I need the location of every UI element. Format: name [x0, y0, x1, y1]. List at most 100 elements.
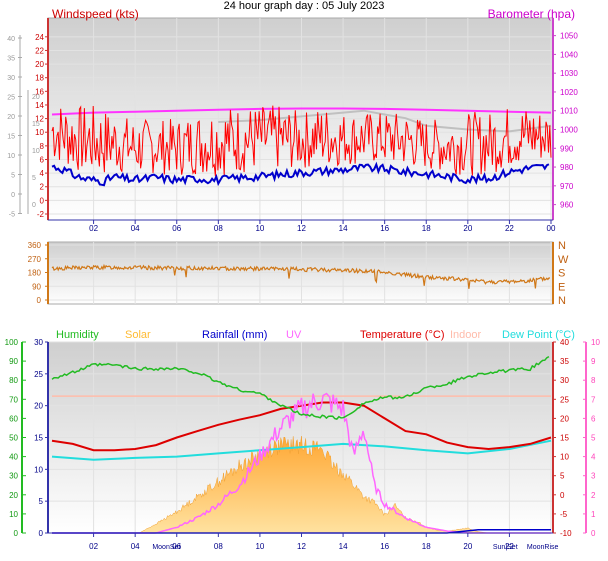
tick-label: 100	[5, 338, 19, 347]
x-tick-label: 16	[380, 224, 389, 233]
x-tick-label: 06	[172, 224, 181, 233]
compass-label: S	[558, 268, 565, 280]
tick-label: 1050	[560, 32, 578, 41]
tick-label: 20	[34, 402, 43, 411]
tick-label: 15	[560, 434, 569, 443]
tick-label: 10	[560, 453, 569, 462]
tick-label: 1000	[560, 126, 578, 135]
tick-label: 6	[591, 414, 596, 423]
legend-entry: Humidity	[56, 329, 99, 341]
tick-label: 0	[560, 491, 565, 500]
tick-label: 9	[591, 357, 596, 366]
tick-label: 5	[591, 434, 596, 443]
tick-label: 1	[591, 510, 596, 519]
tick-label: 22	[35, 46, 44, 55]
tick-label: 960	[560, 201, 574, 210]
humidity-axis: 1009080706050403020100	[5, 338, 26, 538]
tick-label: 1040	[560, 50, 578, 59]
tick-label: 10	[32, 148, 40, 155]
windspeed-label: Windspeed (kts)	[52, 7, 139, 21]
compass-label: W	[558, 254, 569, 266]
tick-label: 60	[9, 414, 18, 423]
x-tick-label: 00	[547, 224, 556, 233]
barometer-axis: 105010401030102010101000990980970960	[553, 18, 578, 220]
tick-label: 35	[560, 357, 569, 366]
x-tick-label: 08	[214, 224, 223, 233]
x-tick-label: 02	[89, 224, 98, 233]
tick-label: 970	[560, 182, 574, 191]
x-tick-label: 18	[422, 542, 431, 551]
tick-label: 5	[39, 497, 44, 506]
tick-label: 6	[40, 155, 45, 164]
tick-label: 40	[7, 36, 15, 43]
tick-label: 5	[32, 175, 36, 182]
tick-label: 980	[560, 163, 574, 172]
tick-label: 2	[591, 491, 596, 500]
barometer-label: Barometer (hpa)	[488, 7, 575, 21]
tick-label: 30	[9, 472, 18, 481]
tick-label: 0	[32, 202, 36, 209]
tick-label: 4	[40, 169, 45, 178]
tick-label: 20	[32, 94, 40, 101]
tick-label: 14	[35, 101, 44, 110]
x-tick-label: 18	[422, 224, 431, 233]
tick-label: 990	[560, 144, 574, 153]
compass-label: E	[558, 281, 565, 293]
tick-label: 25	[560, 395, 569, 404]
tick-label: 4	[591, 453, 596, 462]
tick-label: -5	[560, 510, 568, 519]
x-tick-label: 10	[255, 224, 264, 233]
tick-label: 0	[39, 529, 44, 538]
multi-panel: Humidity Solar Rainfall (mm) UV Temperature …	[5, 329, 601, 551]
x-tick-label: 02	[89, 542, 98, 551]
tick-label: 1030	[560, 69, 578, 78]
tick-label: 30	[34, 338, 43, 347]
tick-label: 35	[7, 56, 15, 63]
tick-label: 90	[9, 357, 18, 366]
tick-label: 18	[35, 74, 44, 83]
tick-label: 0	[11, 192, 15, 199]
tick-label: 50	[9, 434, 18, 443]
astro-label: MoonRise	[527, 544, 559, 551]
legend-entry: Rainfall (mm)	[202, 329, 267, 341]
multi-x-axis: 02 04 06 08 10 12 14 16 18 20 22	[48, 533, 553, 551]
wind-baro-x-axis: 02 04 06 08 10 12 14 16 18 20 22 00	[48, 220, 556, 233]
tick-label: 8	[591, 376, 596, 385]
tick-label: -5	[9, 212, 15, 219]
x-tick-label: 22	[505, 224, 514, 233]
tick-label: 3	[591, 472, 596, 481]
legend-entry: UV	[286, 329, 302, 341]
tick-label: 0	[14, 529, 19, 538]
x-tick-label: 14	[339, 542, 348, 551]
tick-label: 70	[9, 395, 18, 404]
astro-label: MoonSet	[152, 544, 180, 551]
x-tick-label: 20	[463, 542, 472, 551]
tick-label: -2	[37, 210, 45, 219]
tick-label: 0	[37, 296, 42, 305]
tick-label: 30	[560, 376, 569, 385]
windspeed-axis: 242220181614121086420-2	[35, 18, 48, 220]
tick-label: 15	[34, 434, 43, 443]
tick-label: 0	[591, 529, 596, 538]
tick-label: 360	[28, 241, 42, 250]
x-tick-label: 20	[463, 224, 472, 233]
x-tick-label: 12	[297, 224, 306, 233]
astro-label: Sun|Set	[493, 544, 518, 551]
x-tick-label: 10	[255, 542, 264, 551]
tick-label: 0	[40, 196, 45, 205]
tick-label: 15	[32, 121, 40, 128]
legend-entry: Temperature (°C)	[360, 329, 444, 341]
tick-label: 40	[9, 453, 18, 462]
legend-entry: Solar	[125, 329, 151, 341]
x-tick-label: 04	[131, 542, 140, 551]
tick-label: 20	[7, 114, 15, 121]
tick-label: 80	[9, 376, 18, 385]
tick-label: 1010	[560, 107, 578, 116]
tick-label: 2	[40, 183, 45, 192]
